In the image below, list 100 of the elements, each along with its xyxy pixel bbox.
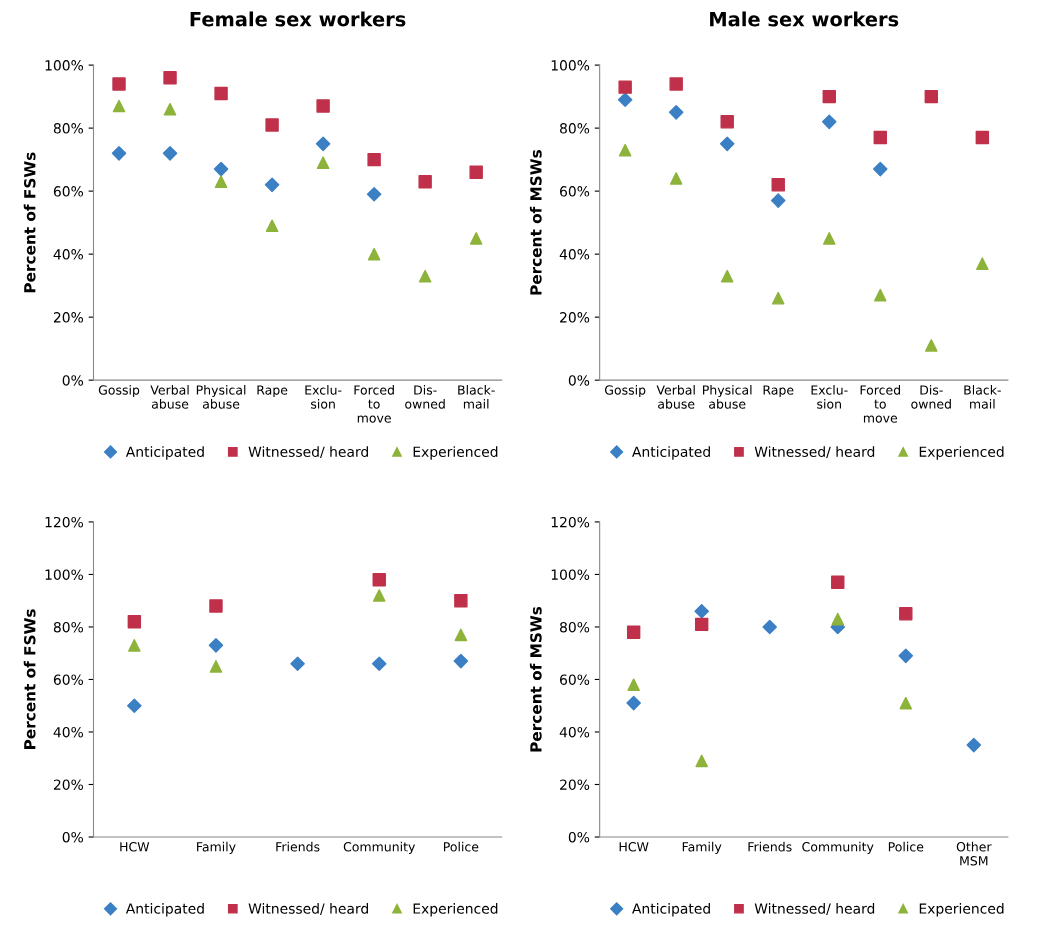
point (626, 625, 641, 639)
legend-label: Witnessed/ heard (248, 903, 368, 915)
x-tick-label: Rape (257, 385, 288, 398)
point (469, 232, 483, 245)
point (316, 156, 330, 170)
point (924, 89, 939, 104)
y-tick-label: 20% (53, 779, 84, 790)
x-tick-label: Other MSM (956, 841, 992, 866)
point (208, 638, 224, 653)
x-tick-label: Verbal abuse (656, 385, 695, 409)
y-tick-label: 60% (560, 186, 590, 197)
y-tick-label: 100% (551, 569, 590, 580)
legend-label: Experienced (919, 446, 1004, 460)
point (112, 99, 126, 113)
legend-label: Anticipated (125, 903, 204, 917)
x-tick-label: Black- mail (964, 385, 1001, 409)
x-tick-label: Community (343, 841, 416, 854)
point (966, 737, 982, 753)
point (454, 593, 468, 608)
y-tick-label: 20% (560, 312, 590, 323)
y-tick-label: 40% (559, 249, 590, 260)
point (209, 660, 223, 673)
y-tick-label: 60% (560, 674, 590, 685)
point (831, 575, 845, 590)
y-tick-label: 40% (53, 249, 84, 260)
point (366, 186, 382, 202)
x-tick-label: Rape (763, 385, 794, 398)
x-tick-label: Forced to move (860, 385, 901, 423)
y-axis-title: Percent of FSWs (23, 609, 36, 749)
x-tick-label: Family (682, 841, 722, 854)
point (163, 70, 177, 85)
point (111, 146, 127, 161)
y-tick-label: 100% (45, 569, 84, 580)
y-tick-label: 80% (560, 123, 590, 134)
point (872, 161, 888, 177)
point (367, 152, 381, 167)
point (695, 754, 708, 768)
point (209, 599, 223, 613)
y-tick-label: 0% (62, 375, 84, 386)
point (265, 219, 279, 233)
x-tick-label: Family (197, 841, 236, 854)
y-tick-label: 0% (568, 831, 590, 843)
point (975, 130, 990, 145)
x-tick-label: Police (443, 841, 479, 852)
point (617, 92, 633, 108)
point (669, 172, 683, 185)
point (469, 165, 483, 179)
legend-label: Anticipated (632, 903, 710, 917)
point (771, 178, 785, 192)
point (669, 77, 683, 91)
x-tick-label: Friends (276, 841, 320, 852)
point (418, 269, 432, 283)
point (214, 86, 228, 101)
point (873, 130, 887, 145)
point (694, 617, 709, 632)
legend-label: Witnessed/ heard (754, 446, 875, 459)
y-tick-label: 100% (45, 60, 84, 71)
x-tick-label: Dis- owned (405, 385, 445, 409)
point (626, 695, 641, 711)
x-tick-label: Exclu- sion (305, 385, 342, 409)
point (720, 115, 734, 129)
y-tick-label: 120% (551, 516, 590, 528)
y-axis-title: Percent of MSWs (529, 606, 542, 752)
point (112, 77, 126, 91)
x-tick-label: Dis- owned (911, 385, 951, 409)
point (762, 619, 778, 635)
point (771, 291, 785, 305)
point (770, 193, 786, 208)
point (371, 656, 387, 671)
chart-title: Female sex workers (190, 11, 406, 27)
chart-title: Male sex workers (710, 11, 899, 27)
x-tick-label: HCW (619, 842, 649, 852)
legend-label: Experienced (919, 903, 1004, 917)
point (627, 678, 640, 692)
legend-label: Experienced (413, 446, 498, 460)
point (899, 607, 913, 621)
y-axis-title: Percent of FSWs (23, 152, 36, 293)
x-tick-label: Black- mail (458, 385, 495, 409)
point (454, 628, 468, 642)
x-tick-label: Physical abuse (703, 385, 752, 409)
x-tick-label: Verbal abuse (150, 385, 189, 409)
point (618, 80, 632, 94)
x-tick-label: Physical abuse (196, 385, 246, 409)
point (822, 232, 836, 245)
x-tick-label: Gossip (98, 385, 140, 398)
point (127, 614, 142, 629)
y-tick-label: 20% (53, 312, 84, 323)
x-tick-label: Forced to move (354, 385, 394, 423)
y-tick-label: 40% (559, 726, 590, 738)
point (367, 247, 381, 261)
y-tick-label: 100% (551, 60, 590, 71)
y-tick-label: 60% (53, 186, 84, 197)
point (128, 639, 141, 652)
y-tick-label: 120% (45, 516, 84, 528)
point (372, 589, 386, 602)
x-tick-label: Police (888, 841, 924, 852)
point (719, 136, 735, 152)
legend-label: Witnessed/ heard (248, 446, 368, 459)
legend-label: Anticipated (632, 446, 710, 460)
x-tick-label: HCW (120, 842, 150, 852)
